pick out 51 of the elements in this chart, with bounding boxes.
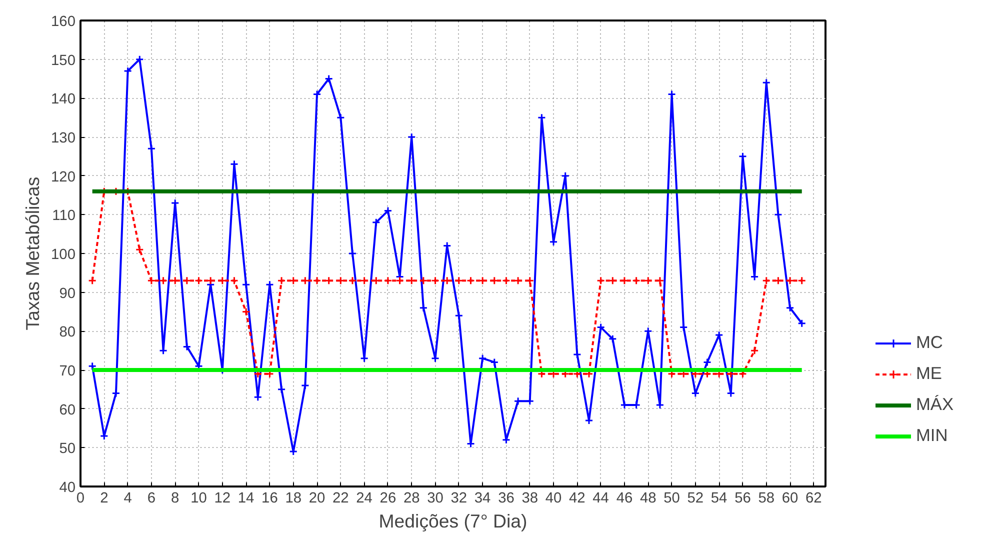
legend-label: MÁX bbox=[916, 394, 954, 415]
x-tick-label: 62 bbox=[806, 490, 822, 506]
x-tick-label: 6 bbox=[147, 490, 156, 506]
y-tick-label: 160 bbox=[51, 14, 76, 30]
x-tick-label: 16 bbox=[262, 490, 278, 506]
x-tick-label: 32 bbox=[450, 490, 468, 506]
y-tick-label: 80 bbox=[59, 324, 76, 341]
y-tick-label: 90 bbox=[59, 286, 76, 302]
x-tick-label: 46 bbox=[616, 490, 633, 506]
y-tick-label: 130 bbox=[51, 130, 76, 146]
x-tick-label: 56 bbox=[734, 490, 751, 506]
x-tick-label: 12 bbox=[214, 490, 231, 506]
x-tick-label: 26 bbox=[380, 490, 396, 506]
x-tick-label: 8 bbox=[171, 490, 180, 506]
y-tick-label: 140 bbox=[51, 92, 76, 108]
y-tick-label: 150 bbox=[51, 52, 76, 69]
x-tick-label: 4 bbox=[124, 490, 132, 506]
x-tick-label: 28 bbox=[403, 490, 420, 506]
y-tick-label: 110 bbox=[52, 208, 76, 224]
x-tick-label: 38 bbox=[522, 490, 538, 506]
x-tick-label: 14 bbox=[238, 490, 254, 506]
x-tick-label: 52 bbox=[687, 490, 704, 506]
x-tick-label: 44 bbox=[592, 490, 609, 506]
x-tick-label: 54 bbox=[710, 490, 728, 506]
x-tick-label: 0 bbox=[76, 490, 85, 506]
legend-label: ME bbox=[916, 363, 942, 384]
x-tick-label: 48 bbox=[640, 490, 656, 506]
x-tick-label: 24 bbox=[356, 490, 372, 506]
y-tick-label: 70 bbox=[59, 364, 76, 380]
x-tick-label: 30 bbox=[427, 490, 444, 506]
x-tick-label: 58 bbox=[758, 490, 775, 506]
x-tick-label: 2 bbox=[100, 490, 108, 506]
y-tick-label: 60 bbox=[59, 402, 76, 418]
y-tick-label: 50 bbox=[59, 441, 76, 458]
legend-label: MIN bbox=[916, 425, 948, 446]
x-tick-label: 34 bbox=[474, 490, 491, 506]
x-axis-title: Medições (7° Dia) bbox=[378, 510, 528, 532]
x-tick-label: 36 bbox=[498, 490, 514, 506]
y-tick-label: 40 bbox=[59, 480, 76, 496]
y-tick-label: 120 bbox=[51, 169, 76, 186]
x-tick-label: 20 bbox=[308, 490, 326, 506]
x-tick-label: 60 bbox=[782, 490, 798, 506]
x-tick-label: 18 bbox=[285, 490, 302, 506]
x-tick-label: 50 bbox=[664, 490, 680, 506]
x-tick-label: 42 bbox=[569, 490, 586, 506]
x-tick-label: 10 bbox=[190, 490, 207, 506]
y-axis-title: Taxas Metabólicas bbox=[22, 176, 44, 330]
x-tick-label: 22 bbox=[332, 490, 349, 506]
legend-label: MC bbox=[916, 332, 943, 353]
x-tick-label: 40 bbox=[545, 490, 562, 506]
y-tick-label: 100 bbox=[51, 247, 76, 263]
